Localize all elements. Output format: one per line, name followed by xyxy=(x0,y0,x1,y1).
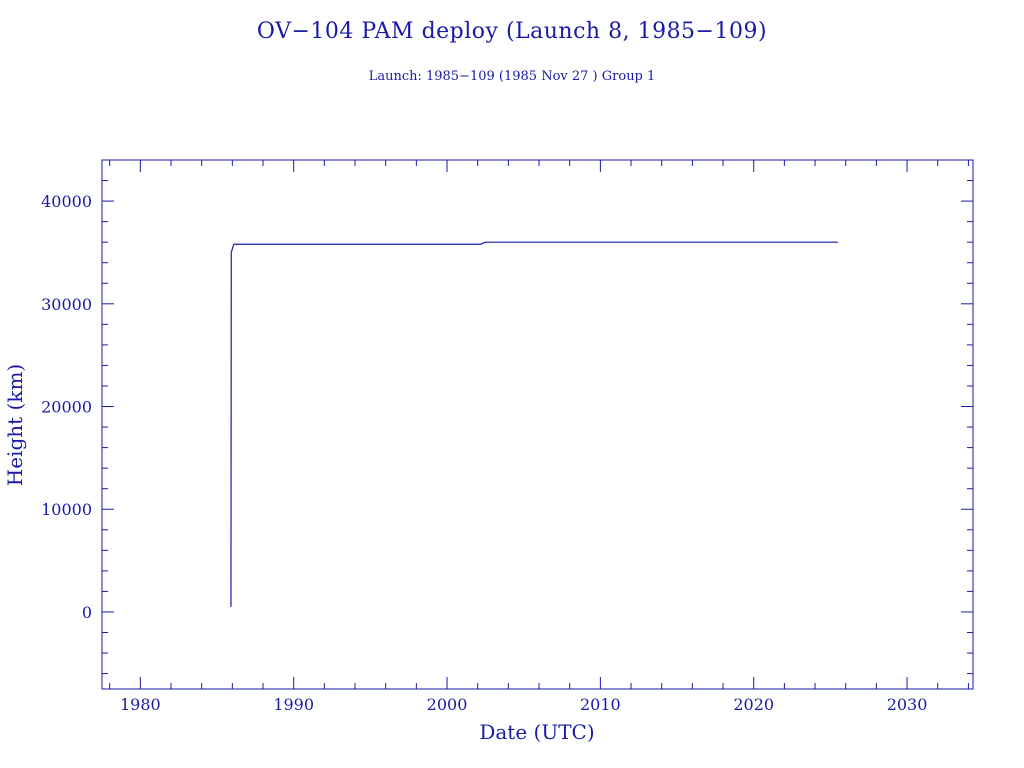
y-tick-label: 0 xyxy=(82,603,92,622)
series-layer xyxy=(230,241,839,607)
y-tick-label: 10000 xyxy=(41,500,92,519)
y-tick-label: 40000 xyxy=(41,192,92,211)
x-tick-label: 2020 xyxy=(733,695,774,714)
y-axis: 0 10000 20000 30000 40000 xyxy=(41,159,973,675)
x-tick-label: 2000 xyxy=(427,695,468,714)
x-tick-label: 2010 xyxy=(580,695,621,714)
y-tick-label: 30000 xyxy=(41,295,92,314)
x-axis: 1980 1990 2000 2010 2020 2030 xyxy=(109,160,969,714)
y-tick-label: 20000 xyxy=(41,398,92,417)
y-axis-title: Height (km) xyxy=(3,364,27,486)
x-tick-label: 1990 xyxy=(273,695,314,714)
series-line xyxy=(230,241,839,607)
x-tick-label: 1980 xyxy=(120,695,161,714)
plot-frame xyxy=(101,159,974,690)
chart-title: OV−104 PAM deploy (Launch 8, 1985−109) xyxy=(257,19,767,44)
x-axis-title: Date (UTC) xyxy=(479,720,594,744)
x-tick-label: 2030 xyxy=(887,695,928,714)
chart-subtitle: Launch: 1985−109 (1985 Nov 27 ) Group 1 xyxy=(369,69,656,84)
